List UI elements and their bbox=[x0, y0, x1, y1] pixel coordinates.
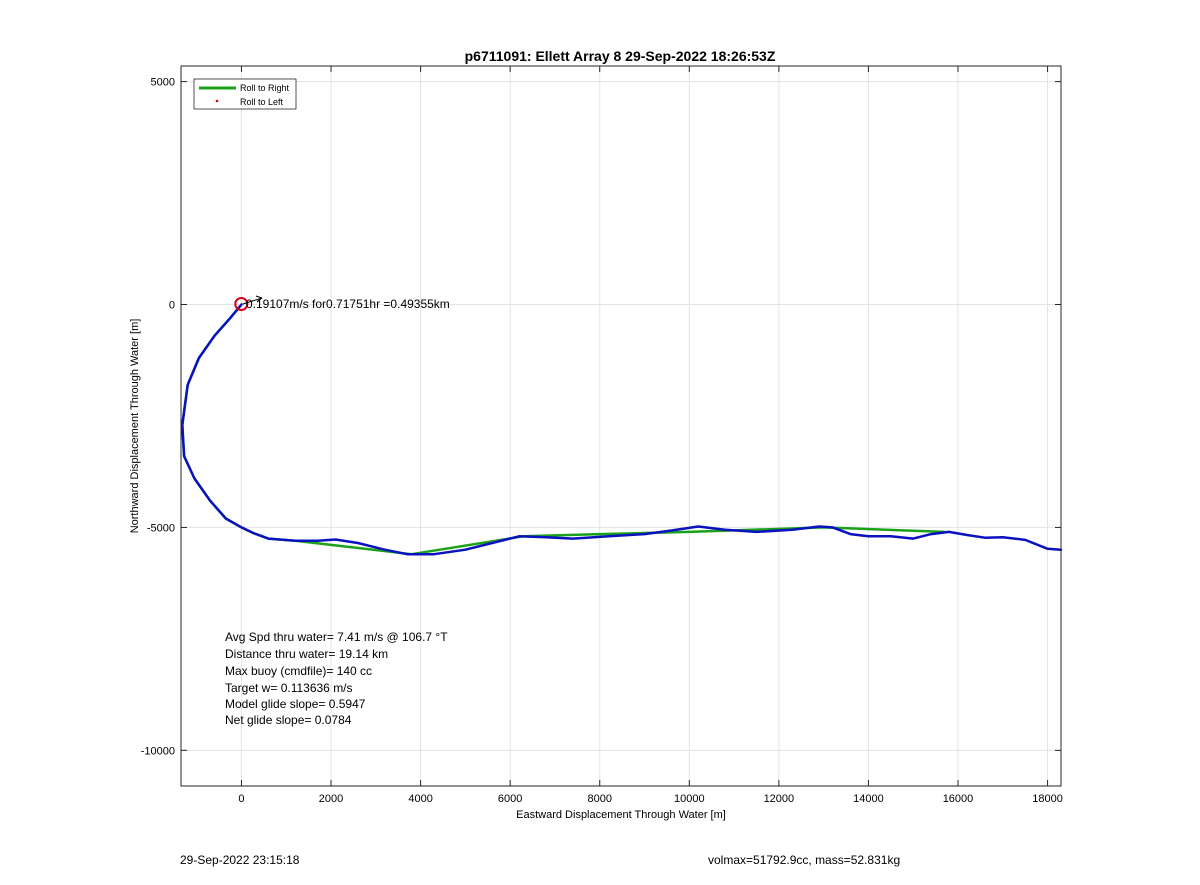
x-tick-label: 2000 bbox=[319, 793, 343, 805]
current-arrow-shaft bbox=[242, 297, 263, 305]
series bbox=[181, 303, 1063, 556]
y-axis-label: Northward Displacement Through Water [m] bbox=[129, 319, 141, 534]
grid bbox=[181, 66, 1061, 786]
legend: Roll to Right Roll to Left bbox=[193, 78, 297, 110]
x-tick-label: 6000 bbox=[498, 793, 522, 805]
legend-label-roll-right: Roll to Right bbox=[240, 83, 290, 93]
legend-label-roll-left: Roll to Left bbox=[240, 97, 284, 107]
current-arrow-head-b bbox=[256, 297, 263, 303]
footer-volmax-mass: volmax=51792.9cc, mass=52.831kg bbox=[708, 853, 901, 867]
stat-model-glide-slope: Model glide slope= 0.5947 bbox=[225, 697, 366, 711]
y-tick-label: 5000 bbox=[151, 77, 175, 89]
start-marker bbox=[234, 295, 263, 311]
plot-box bbox=[180, 65, 1062, 787]
stats-block: Avg Spd thru water= 7.41 m/s @ 106.7 °T … bbox=[225, 630, 448, 727]
legend-box bbox=[193, 78, 297, 110]
series-line-2 bbox=[181, 303, 1063, 556]
stat-target-w: Target w= 0.113636 m/s bbox=[225, 681, 353, 695]
current-speed-label: 0.19107m/s for0.71751hr =0.49355km bbox=[246, 297, 450, 311]
stat-max-buoy: Max buoy (cmdfile)= 140 cc bbox=[225, 664, 372, 678]
current-arrow-head-a bbox=[255, 295, 263, 299]
x-tick-label: 12000 bbox=[764, 793, 795, 805]
x-tick-label: 18000 bbox=[1032, 793, 1063, 805]
start-marker-ring bbox=[234, 297, 249, 311]
x-tick-label: 0 bbox=[238, 793, 244, 805]
x-tick-label: 16000 bbox=[943, 793, 974, 805]
legend-swatch-roll-left bbox=[215, 99, 219, 103]
y-tick-label: -5000 bbox=[147, 522, 175, 534]
x-tick-label: 14000 bbox=[853, 793, 884, 805]
footer-timestamp: 29-Sep-2022 23:15:18 bbox=[180, 853, 300, 867]
stat-distance: Distance thru water= 19.14 km bbox=[225, 647, 388, 661]
x-tick-label: 8000 bbox=[587, 793, 611, 805]
y-tick-label: -10000 bbox=[141, 745, 175, 757]
y-tick-label: 0 bbox=[169, 300, 175, 312]
stat-avg-speed: Avg Spd thru water= 7.41 m/s @ 106.7 °T bbox=[225, 630, 448, 644]
series-line-0 bbox=[181, 303, 946, 556]
x-tick-label: 10000 bbox=[674, 793, 705, 805]
ticks: 0 2000 4000 6000 8000 10000 12000 14000 16000 180… bbox=[141, 66, 1063, 805]
x-axis-label: Eastward Displacement Through Water [m] bbox=[516, 809, 726, 821]
chart-title: p6711091: Ellett Array 8 29-Sep-2022 18:… bbox=[465, 48, 776, 64]
x-tick-label: 4000 bbox=[408, 793, 432, 805]
stat-net-glide-slope: Net glide slope= 0.0784 bbox=[225, 713, 352, 727]
